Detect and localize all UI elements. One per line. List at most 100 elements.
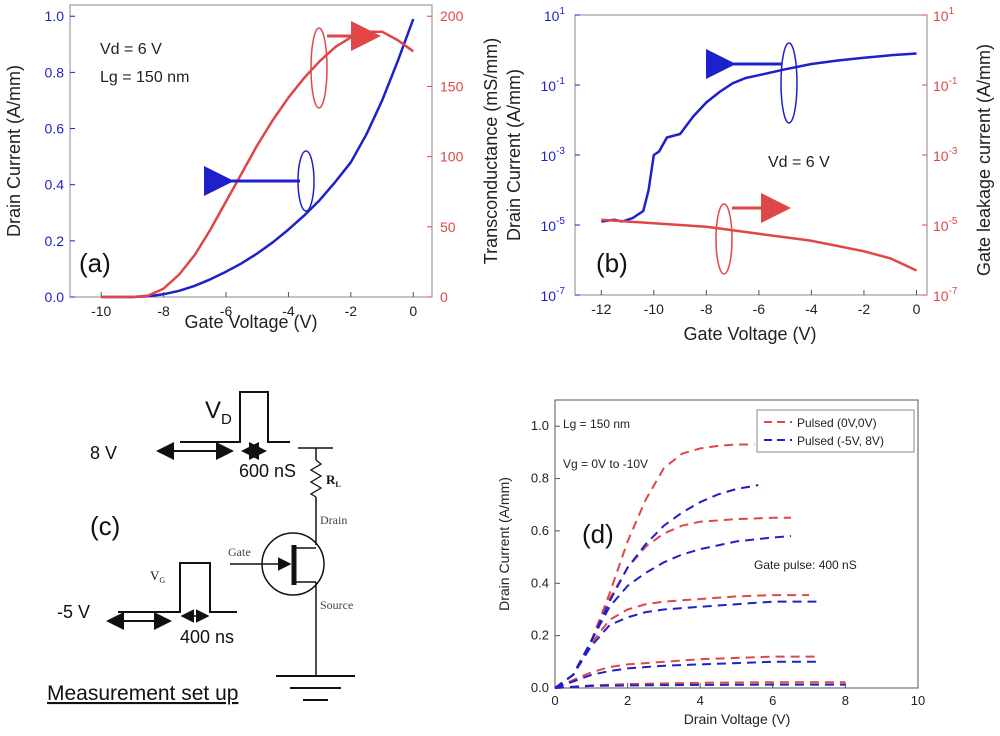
panel-a-ytick-right-label: 100 <box>440 149 464 165</box>
panel-b-xlabel: Gate Voltage (V) <box>683 324 816 344</box>
vg-pulse-waveform <box>118 562 237 613</box>
panel-a-ylabel-left: Drain Current (A/mm) <box>4 65 24 237</box>
panel-a-annotation-lg: Lg = 150 nm <box>100 69 189 86</box>
panel-b-label: (b) <box>596 248 628 278</box>
panel-a-ytick-right-label: 0 <box>440 289 448 305</box>
vd-level-label: 8 V <box>90 443 117 463</box>
panel-a-ytick-right-label: 150 <box>440 78 464 94</box>
panel-a: -10 -8 -6 -4 -2 0 0.0 0.2 0.4 0.6 0.8 1.0 0 50 100 15… <box>4 4 501 332</box>
vg-level-label: -5 V <box>57 602 90 622</box>
panel-a-xtick-label: 0 <box>409 303 417 319</box>
panel-b-ytick-right-label: 10-3 <box>933 146 958 164</box>
panel-d-xtick-label: 4 <box>697 693 704 708</box>
panel-b-series <box>601 52 918 272</box>
legend-label-red: Pulsed (0V,0V) <box>797 416 877 430</box>
panel-d-ytick-label: 0.0 <box>531 680 549 695</box>
panel-b-red-ellipse <box>715 203 733 275</box>
source-terminal-label: Source <box>320 598 353 612</box>
panel-d-ytick-label: 0.8 <box>531 471 549 486</box>
panel-a-blue-ellipse <box>297 150 315 212</box>
panel-a-xtick-label: -4 <box>282 303 295 319</box>
panel-d-curve-pulsed-0v-0v <box>554 443 755 689</box>
panel-b-ytick-left-label: 10-5 <box>541 216 566 234</box>
panel-c: (c) VD 8 V 600 nS RL Drain Gate Source V… <box>47 391 355 705</box>
panel-d-plot-frame <box>554 399 919 689</box>
panel-a-series-drain-current <box>101 18 415 299</box>
legend-box <box>756 409 915 453</box>
vd-pulse-waveform <box>180 391 290 443</box>
panel-a-xtick-label: -10 <box>91 303 111 319</box>
panel-b-xtick-label: 0 <box>913 301 921 317</box>
panel-a-ytick-left-label: 0.4 <box>45 177 65 193</box>
panel-c-label: (c) <box>90 511 120 541</box>
panel-a-red-ellipse <box>310 27 328 109</box>
panel-b-ytick-right-label: 10-1 <box>933 76 958 94</box>
vd-label: VD <box>205 397 232 428</box>
panel-b-ytick-left-label: 10-3 <box>541 146 566 164</box>
panel-a-ylabel-right: Transconductance (mS/mm) <box>481 38 501 264</box>
panel-a-x-ticks: -10 -8 -6 -4 -2 0 <box>91 292 417 319</box>
panel-d-curve-pulsed-neg5v-8v <box>554 600 817 689</box>
panel-b-xtick-label: -8 <box>700 301 713 317</box>
rl-label: RL <box>326 472 341 489</box>
gate-terminal-label: Gate <box>228 545 251 559</box>
panel-d-curve-pulsed-0v-0v <box>554 655 817 689</box>
panel-b-x-ticks: -12 -10 -8 -6 -4 -2 0 <box>591 290 921 317</box>
panel-b-ylabel-left: Drain Current (A/mm) <box>504 69 524 241</box>
panel-b-ytick-right-label: 10-7 <box>933 286 958 304</box>
panel-d-curve-pulsed-neg5v-8v <box>554 683 846 689</box>
panel-d-x-ticks: 0 2 4 6 8 10 <box>551 683 925 708</box>
panel-d-xtick-label: 6 <box>769 693 776 708</box>
vg-label: VG <box>150 568 165 585</box>
panel-a-xtick-label: -6 <box>220 303 233 319</box>
panel-b-series-gate-leakage <box>601 218 918 272</box>
panel-d-y-ticks: 0.0 0.2 0.4 0.6 0.8 1.0 <box>531 418 560 695</box>
panel-d-xtick-label: 10 <box>911 693 925 708</box>
panel-d-ytick-label: 0.6 <box>531 523 549 538</box>
panel-b-xtick-label: -10 <box>644 301 664 317</box>
load-resistor <box>309 459 323 498</box>
panel-b-annotation-vd: Vd = 6 V <box>768 154 830 171</box>
panel-d-ytick-label: 1.0 <box>531 418 549 433</box>
panel-a-series <box>101 18 415 299</box>
panel-d-ytick-label: 0.4 <box>531 575 549 590</box>
panel-d-annotation-vg: Vg = 0V to -10V <box>563 457 648 471</box>
panel-a-left-ticks: 0.0 0.2 0.4 0.6 0.8 1.0 <box>45 8 75 305</box>
vg-width-label: 400 ns <box>180 627 234 647</box>
panel-a-label: (a) <box>79 248 111 278</box>
panel-d: 0 2 4 6 8 10 0.0 0.2 0.4 0.6 0.8 1.0 Drain Voltage… <box>496 399 925 727</box>
panel-d-series <box>554 443 846 689</box>
panel-d-curve-pulsed-neg5v-8v <box>554 660 817 689</box>
panel-a-ytick-left-label: 0.8 <box>45 64 65 80</box>
measurement-caption: Measurement set up <box>47 682 238 705</box>
panel-a-ytick-left-label: 0.6 <box>45 121 65 137</box>
panel-b-log-ticks: 101 101 10-1 10-1 10-3 10-3 10-5 10-5 10-7 10-7 <box>541 6 958 304</box>
panel-b-ytick-right-label: 101 <box>933 6 955 24</box>
panel-d-ylabel: Drain Current (A/mm) <box>496 477 512 611</box>
panel-b-xtick-label: -6 <box>753 301 766 317</box>
panel-a-ytick-left-label: 1.0 <box>45 8 65 24</box>
panel-b-xtick-label: -2 <box>858 301 871 317</box>
panel-d-xtick-label: 0 <box>551 693 558 708</box>
panel-d-ytick-label: 0.2 <box>531 628 549 643</box>
panel-d-xtick-label: 2 <box>624 693 631 708</box>
panel-b-ytick-left-label: 10-7 <box>541 286 566 304</box>
panel-b-xtick-label: -4 <box>805 301 818 317</box>
panel-b-ytick-left-label: 10-1 <box>541 76 566 94</box>
legend-label-blue: Pulsed (-5V, 8V) <box>797 434 884 448</box>
panel-a-ytick-right-label: 50 <box>440 219 456 235</box>
drain-terminal-label: Drain <box>320 513 347 527</box>
panel-b-blue-ellipse <box>780 42 798 124</box>
panel-a-xtick-label: -8 <box>157 303 170 319</box>
panel-a-ytick-left-label: 0.2 <box>45 233 65 249</box>
panel-d-xtick-label: 8 <box>842 693 849 708</box>
panel-d-annotation-gate-pulse: Gate pulse: 400 nS <box>754 558 857 572</box>
panel-b-ytick-left-label: 101 <box>544 6 566 24</box>
panel-d-annotation-lg: Lg = 150 nm <box>563 417 630 431</box>
panel-a-ytick-right-label: 200 <box>440 8 464 24</box>
panel-a-ytick-left-label: 0.0 <box>45 289 65 305</box>
panel-a-right-ticks: 0 50 100 150 200 <box>427 8 464 305</box>
panel-b-series-drain-current <box>601 52 917 223</box>
